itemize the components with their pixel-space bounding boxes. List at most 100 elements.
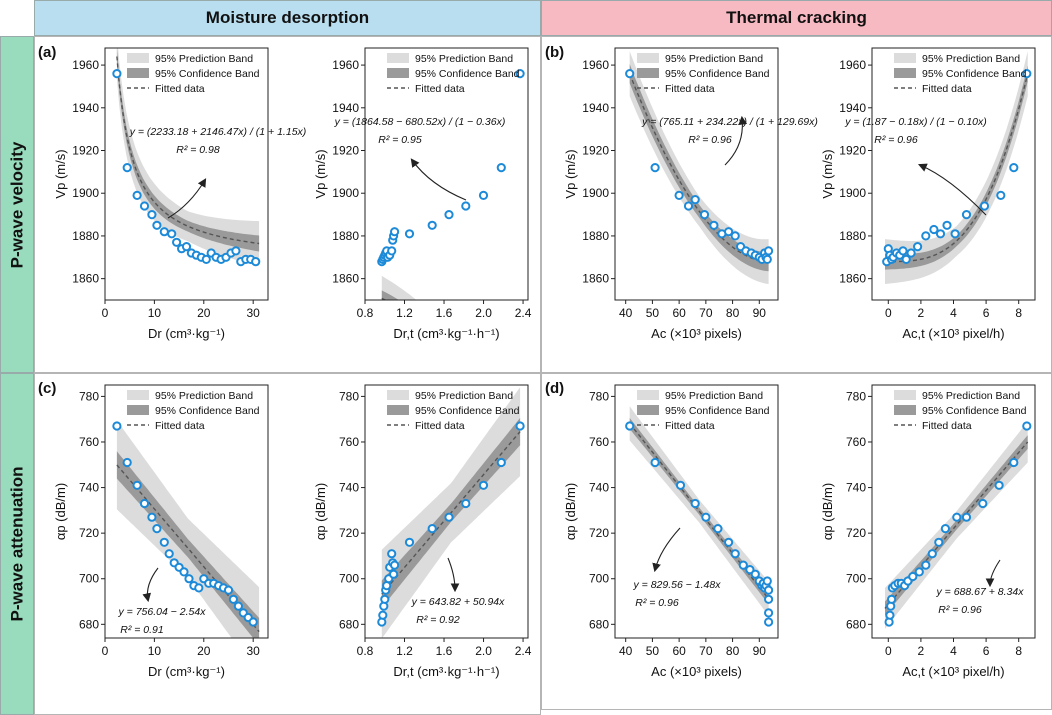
y-tick-label-c1: 760	[79, 435, 99, 449]
x-tick-label-b2: 2	[918, 306, 925, 320]
r-squared-a2: R² = 0.95	[378, 134, 422, 146]
panel-label-1: (b)	[545, 44, 564, 61]
data-point-c1	[147, 512, 157, 522]
y-tick-label-c1: 780	[79, 389, 99, 403]
data-point-a1	[201, 254, 211, 264]
data-point-c1	[132, 480, 142, 490]
x-axis-label-c2: Dr,t (cm³·kg⁻¹·h⁻¹)	[393, 664, 499, 679]
data-point-d2	[1009, 457, 1019, 468]
legend-confidence-swatch-d1	[637, 405, 659, 415]
data-point-c1	[164, 549, 174, 559]
legend-prediction-swatch-d2	[894, 390, 916, 400]
y-tick-label-d1: 740	[589, 481, 609, 495]
y-tick-label-b1: 1920	[582, 144, 609, 158]
panel-a-cell	[34, 36, 541, 373]
data-point-b2	[929, 224, 939, 235]
r-squared-a1: R² = 0.98	[176, 144, 220, 156]
y-tick-label-b1: 1960	[582, 58, 609, 72]
data-point-b1	[709, 220, 719, 230]
data-point-a1	[147, 210, 157, 220]
fit-equation-a2: y = (1864.58 − 680.52x) / (1 − 0.36x)	[334, 116, 506, 128]
x-tick-label-a2: 0.8	[357, 306, 374, 320]
x-axis-label-b2: Ac,t (×10³ pixel/h)	[902, 326, 1004, 341]
data-point-a2	[515, 69, 525, 79]
axes-frame-c2	[364, 384, 529, 639]
data-point-b1	[724, 227, 734, 237]
data-point-b2	[1009, 163, 1019, 173]
x-axis-label-d1: Ac (×10³ pixels)	[651, 664, 742, 679]
legend-confidence-label-c2: 95% Confidence Band	[415, 405, 520, 417]
y-tick-label-c2: 700	[339, 572, 359, 586]
data-point-b2	[913, 242, 923, 252]
y-tick-label-b1: 1860	[582, 272, 609, 286]
legend-prediction-swatch-a2	[387, 53, 409, 63]
legend-confidence-label-a2: 95% Confidence Band	[415, 68, 520, 80]
y-tick-label-b2: 1900	[839, 186, 866, 200]
data-point-c1	[233, 601, 243, 611]
data-point-c1	[112, 421, 122, 431]
axes-frame-a1	[104, 47, 269, 301]
data-point-a1	[181, 242, 192, 252]
legend-prediction-swatch-b1	[637, 53, 659, 63]
legend-prediction-label-c1: 95% Prediction Band	[155, 390, 253, 402]
y-tick-label-b2: 1860	[839, 272, 866, 286]
data-point-c1	[122, 457, 132, 468]
y-tick-label-a1: 1900	[72, 186, 99, 200]
panel-label-0: (a)	[38, 44, 56, 61]
y-tick-label-d1: 700	[589, 572, 609, 586]
x-tick-label-c2: 1.2	[396, 644, 413, 658]
fit-equation-d2: y = 688.67 + 8.34x	[936, 586, 1025, 598]
legend-confidence-label-c1: 95% Confidence Band	[155, 405, 260, 417]
r-squared-d1: R² = 0.96	[635, 597, 679, 609]
plot-area-a2	[381, 275, 417, 300]
data-point-c2	[380, 594, 390, 604]
y-tick-label-c2: 680	[339, 617, 359, 631]
data-point-d1	[750, 569, 760, 579]
fit-line-d1	[629, 422, 770, 600]
y-tick-label-d1: 780	[589, 389, 609, 403]
x-tick-label-a1: 20	[197, 306, 211, 320]
annotation-arrow-c2	[447, 557, 460, 593]
data-point-a1	[132, 190, 142, 200]
data-point-d2	[978, 498, 988, 509]
annotation-arrow-a1	[167, 178, 207, 219]
panel-label-3: (d)	[545, 380, 564, 397]
column-header-thermal-cracking: Thermal cracking	[541, 0, 1052, 36]
y-tick-label-d1: 760	[589, 435, 609, 449]
data-point-d1	[730, 549, 740, 559]
y-tick-label-c2: 760	[339, 435, 359, 449]
legend-confidence-label-a1: 95% Confidence Band	[155, 68, 260, 80]
x-tick-label-c1: 30	[247, 644, 261, 658]
y-tick-label-a1: 1940	[72, 101, 99, 115]
y-axis-label-c1: αp (dB/m)	[53, 483, 68, 540]
panel-label-2: (c)	[38, 380, 56, 397]
y-tick-label-b2: 1880	[839, 229, 866, 243]
data-point-c2	[427, 524, 437, 534]
y-tick-label-b2: 1920	[839, 144, 866, 158]
x-tick-label-b1: 70	[699, 306, 713, 320]
data-point-c1	[139, 498, 150, 509]
legend-confidence-label-d1: 95% Confidence Band	[665, 405, 770, 417]
x-tick-label-d2: 4	[950, 644, 957, 658]
data-point-b2	[898, 246, 908, 256]
data-point-a2	[390, 227, 400, 237]
x-tick-label-c2: 2.4	[515, 644, 532, 658]
data-point-d2	[927, 549, 937, 559]
legend-prediction-label-b1: 95% Prediction Band	[665, 53, 763, 65]
data-point-d2	[952, 512, 962, 522]
legend-confidence-swatch-b1	[637, 68, 659, 78]
legend-prediction-swatch-a1	[127, 53, 149, 63]
y-tick-label-d1: 720	[589, 526, 609, 540]
y-tick-label-c2: 780	[339, 389, 359, 403]
legend-fitted-label-b2: Fitted data	[922, 83, 972, 95]
y-tick-label-c2: 720	[339, 526, 359, 540]
y-tick-label-b2: 1940	[839, 101, 866, 115]
x-axis-label-a2: Dr,t (cm³·kg⁻¹·h⁻¹)	[393, 326, 499, 341]
data-point-d1	[764, 594, 774, 604]
data-point-c2	[390, 560, 400, 570]
y-tick-label-c1: 700	[79, 572, 99, 586]
legend-prediction-label-a1: 95% Prediction Band	[155, 53, 253, 65]
data-point-c2	[387, 549, 397, 559]
data-point-c1	[159, 537, 169, 547]
data-point-b1	[762, 254, 772, 264]
